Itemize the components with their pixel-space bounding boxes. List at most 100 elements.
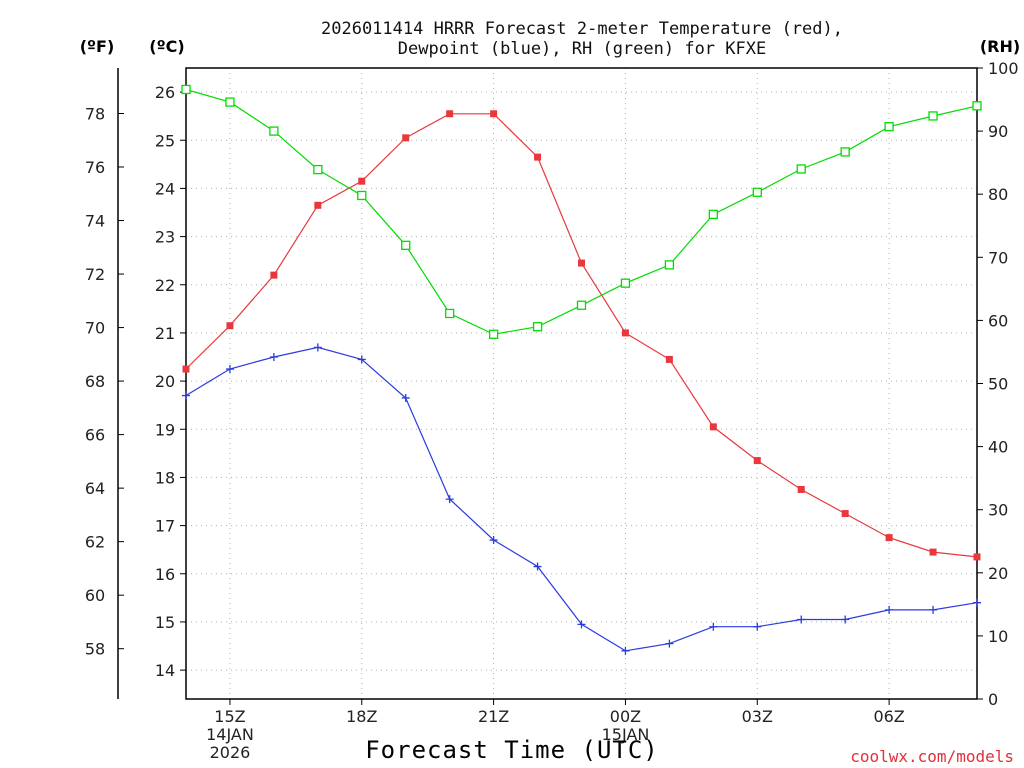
celsius-tick-label: 22 <box>155 276 175 295</box>
grid-lines <box>186 68 977 699</box>
celsius-unit-label: (ºC) <box>149 37 184 56</box>
fahrenheit-tick-label: 72 <box>85 265 105 284</box>
celsius-tick-label: 14 <box>155 661 175 680</box>
rh-point <box>796 164 806 174</box>
celsius-tick-label: 24 <box>155 179 175 198</box>
credit-label: coolwx.com/models <box>850 747 1014 766</box>
rh-point <box>532 322 543 332</box>
rh-tick-label: 60 <box>988 311 1008 330</box>
temperature-point <box>534 153 542 161</box>
temperature-point <box>226 322 234 330</box>
temperature-point <box>665 355 673 363</box>
temperature-point <box>270 271 278 279</box>
rh-tick-label: 80 <box>988 185 1008 204</box>
dewpoint-point <box>885 605 894 614</box>
rh-unit-label: (RH) <box>980 37 1020 56</box>
rh-point <box>269 126 279 136</box>
axes <box>117 67 983 705</box>
temperature-point <box>182 365 190 373</box>
rh-tick-label: 40 <box>988 438 1008 457</box>
temperature-point <box>973 553 981 561</box>
celsius-tick-label: 23 <box>155 228 175 247</box>
rh-point <box>884 122 894 132</box>
fahrenheit-tick-label: 64 <box>85 479 105 498</box>
temperature-point <box>490 110 498 118</box>
dewpoint-point <box>225 365 234 374</box>
rh-tick-label: 90 <box>988 122 1008 141</box>
celsius-tick-label: 18 <box>155 468 175 487</box>
rh-point <box>401 240 411 250</box>
rh-point <box>840 147 850 157</box>
x-tick-label: 15Z <box>214 707 245 726</box>
temperature-point <box>797 485 805 493</box>
temperature-point <box>402 134 410 142</box>
temperature-point <box>841 510 849 518</box>
fahrenheit-tick-label: 78 <box>85 104 105 123</box>
temperature-point <box>621 329 629 337</box>
title-line-2: Dewpoint (blue), RH (green) for KFXE <box>398 39 766 59</box>
series-dewpoint <box>182 343 981 655</box>
rh-point <box>576 300 587 310</box>
dewpoint-point <box>621 646 630 655</box>
dewpoint-point <box>445 495 454 504</box>
rh-point <box>752 187 762 197</box>
celsius-tick-label: 17 <box>155 517 175 536</box>
rh-point <box>181 84 191 95</box>
dewpoint-point <box>709 622 718 631</box>
plot-frame <box>185 67 978 700</box>
temperature-point <box>358 177 366 185</box>
temperature-point <box>709 423 717 431</box>
fahrenheit-unit-label: (ºF) <box>80 37 115 56</box>
x-tick-label: 14JAN <box>206 725 254 744</box>
x-tick-label: 00Z <box>610 707 641 726</box>
rh-point <box>708 209 718 220</box>
dewpoint-point <box>313 343 322 352</box>
fahrenheit-tick-label: 76 <box>85 158 105 177</box>
rh-point <box>928 111 938 121</box>
dewpoint-point <box>929 605 938 614</box>
x-tick-label: 2026 <box>210 743 251 762</box>
rh-point <box>225 97 235 107</box>
dewpoint-point <box>665 639 674 648</box>
x-tick-label: 21Z <box>478 707 509 726</box>
celsius-tick-label: 15 <box>155 613 175 632</box>
rh-tick-label: 20 <box>988 564 1008 583</box>
series-temperature <box>182 110 981 561</box>
data-series <box>181 84 982 655</box>
rh-tick-label: 30 <box>988 501 1008 520</box>
temperature-point <box>885 534 893 542</box>
x-tick-label: 06Z <box>873 707 904 726</box>
dewpoint-point <box>577 620 586 629</box>
dewpoint-line <box>185 346 978 652</box>
rh-point <box>445 308 455 319</box>
fahrenheit-tick-label: 60 <box>85 586 105 605</box>
series-rh <box>181 84 982 339</box>
celsius-tick-label: 26 <box>155 83 175 102</box>
rh-tick-label: 10 <box>988 627 1008 646</box>
fahrenheit-tick-label: 74 <box>85 212 105 231</box>
rh-point <box>313 164 323 175</box>
rh-tick-label: 50 <box>988 375 1008 394</box>
dewpoint-point <box>533 562 542 571</box>
temperature-point <box>753 457 761 465</box>
temperature-point <box>929 548 937 556</box>
x-axis-title: Forecast Time (UTC) <box>365 736 659 764</box>
celsius-tick-label: 21 <box>155 324 175 343</box>
dewpoint-point <box>269 353 278 362</box>
temperature-point <box>314 201 322 209</box>
rh-point <box>664 260 675 270</box>
x-tick-label: 15JAN <box>602 725 650 744</box>
rh-line <box>185 88 978 335</box>
celsius-tick-label: 20 <box>155 372 175 391</box>
rh-tick-label: 0 <box>988 690 998 709</box>
rh-point <box>488 329 499 339</box>
fahrenheit-tick-label: 68 <box>85 372 105 391</box>
celsius-tick-label: 19 <box>155 420 175 439</box>
fahrenheit-tick-label: 66 <box>85 426 105 445</box>
dewpoint-point <box>489 536 498 545</box>
temperature-point <box>446 110 454 118</box>
title-line-1: 2026011414 HRRR Forecast 2-meter Tempera… <box>321 19 843 39</box>
tick-labels: 14 15 16 17 18 19 20 21 22 23 24 25 26 58 60 62 64 66 68 70… <box>85 59 1019 762</box>
x-tick-label: 18Z <box>346 707 377 726</box>
rh-tick-label: 70 <box>988 248 1008 267</box>
